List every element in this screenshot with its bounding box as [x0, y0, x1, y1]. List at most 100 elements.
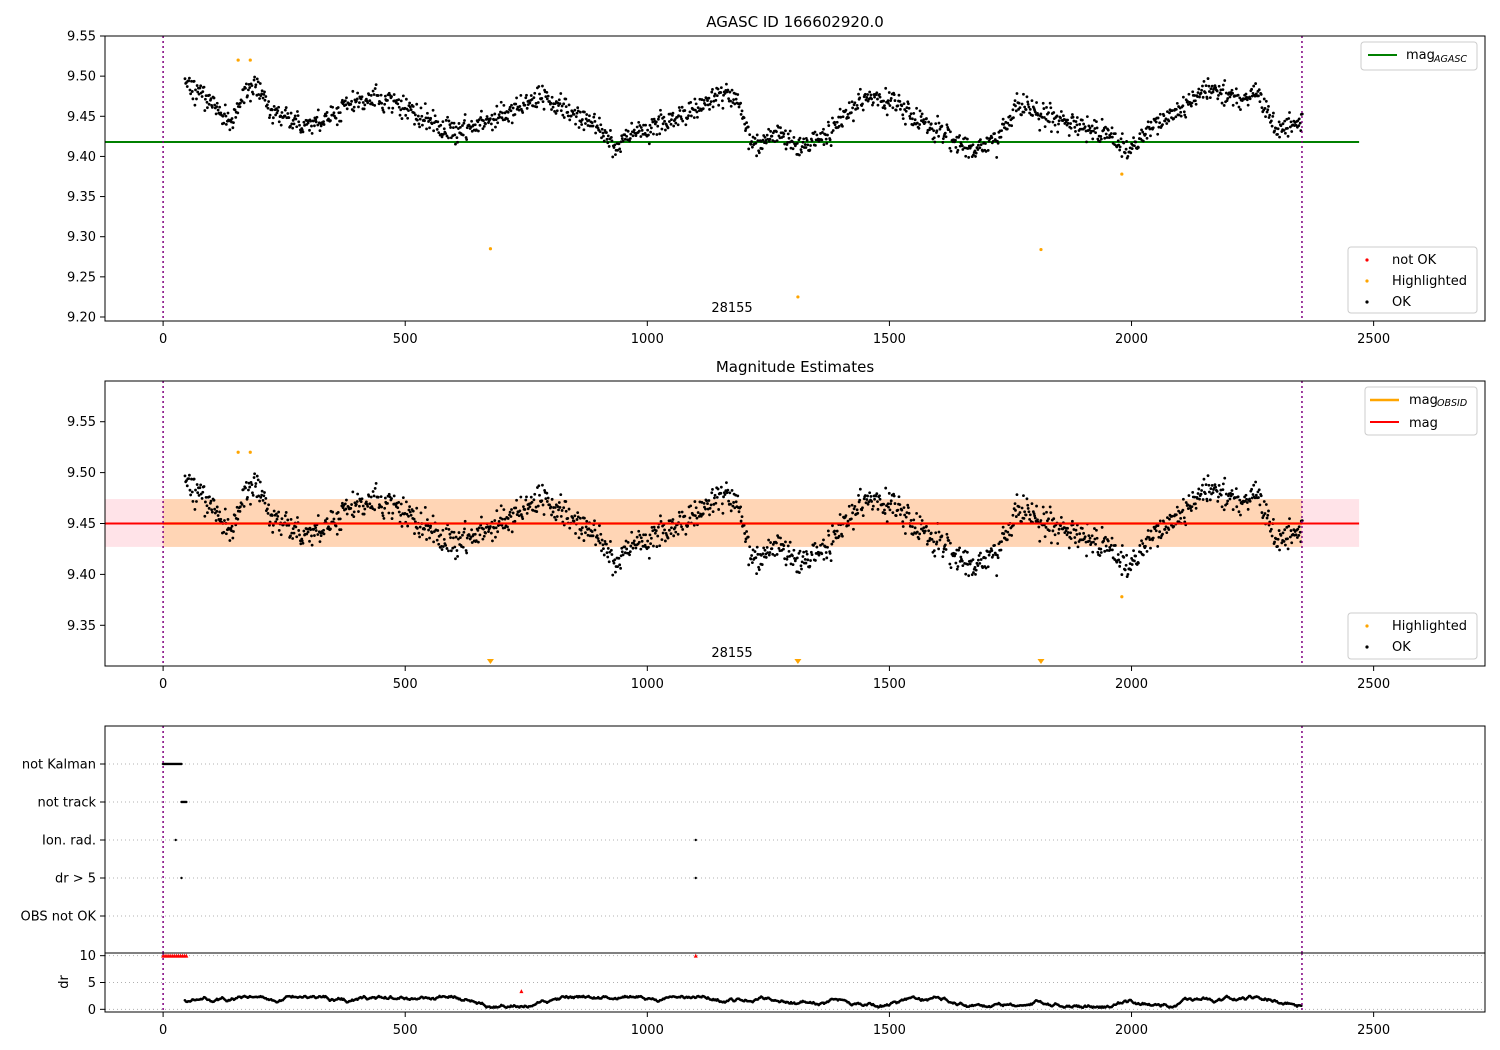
ok-point — [918, 109, 922, 113]
ok-point — [728, 90, 732, 94]
ok-point — [683, 109, 687, 112]
ok-point — [250, 84, 254, 87]
ok-point — [396, 506, 400, 510]
ok-point — [941, 137, 945, 141]
ok-point — [1262, 500, 1266, 503]
ok-point — [1193, 94, 1197, 97]
ok-point — [382, 517, 386, 520]
ok-point — [1206, 77, 1210, 80]
legend-estimates-points: Highlighted OK — [1347, 612, 1478, 660]
ok-point — [958, 134, 962, 137]
ok-point — [722, 495, 725, 499]
ok-point — [195, 97, 198, 101]
ok-point — [448, 532, 452, 536]
ok-point — [791, 147, 795, 151]
ok-point — [786, 141, 789, 144]
ok-point — [387, 106, 391, 110]
ok-point — [754, 556, 758, 560]
ok-point — [1082, 531, 1086, 535]
ok-point — [500, 523, 504, 527]
ok-point — [677, 510, 681, 514]
ok-point — [838, 513, 842, 516]
ok-point — [729, 104, 733, 108]
ok-point — [429, 116, 433, 120]
ok-point — [878, 497, 882, 501]
ok-point — [1164, 525, 1168, 529]
ok-point — [236, 517, 240, 521]
ok-point — [1006, 530, 1010, 534]
flag-point — [174, 838, 177, 842]
ok-point — [954, 552, 957, 556]
ok-point — [821, 542, 824, 546]
ok-point — [413, 113, 417, 117]
ok-point — [400, 117, 404, 120]
ok-point — [1236, 93, 1240, 97]
ok-point — [695, 110, 699, 114]
ok-point — [802, 137, 806, 141]
x-tick-label: 1000 — [631, 332, 664, 347]
ok-point — [632, 128, 636, 132]
ok-point — [316, 108, 320, 112]
ok-point — [613, 143, 617, 147]
ok-point — [190, 477, 193, 481]
ok-point — [517, 108, 521, 112]
ok-point — [246, 496, 249, 499]
ok-point — [271, 530, 275, 534]
ok-point — [396, 102, 400, 106]
ok-point — [626, 541, 630, 544]
ok-point — [852, 507, 856, 511]
ok-point — [999, 548, 1003, 552]
ok-point — [450, 121, 454, 125]
ok-point — [637, 540, 641, 544]
x-tick-label: 0 — [159, 1023, 167, 1038]
ok-point — [362, 107, 366, 111]
ok-point — [889, 502, 893, 506]
ok-point — [925, 117, 928, 120]
ok-point — [428, 536, 431, 540]
ok-point — [639, 126, 643, 129]
ok-point — [656, 534, 660, 538]
ok-point — [1045, 105, 1048, 109]
ok-point — [894, 514, 898, 518]
ok-point — [1116, 139, 1120, 143]
ok-point — [215, 105, 219, 109]
ok-point — [629, 132, 633, 136]
ok-point — [764, 556, 768, 559]
ok-point — [937, 530, 941, 534]
ok-point — [948, 146, 952, 150]
ok-point — [417, 531, 421, 535]
ok-point — [442, 127, 446, 131]
ok-point — [218, 105, 222, 109]
ok-point — [1017, 505, 1021, 509]
ok-point — [837, 115, 841, 119]
ok-point — [1066, 122, 1070, 125]
ok-point — [925, 525, 928, 528]
ok-point — [1093, 537, 1097, 541]
ok-point — [462, 121, 466, 125]
ok-point — [933, 140, 937, 144]
ok-point — [791, 554, 794, 558]
ok-point — [234, 115, 238, 119]
ok-point — [786, 132, 790, 136]
ok-point — [882, 502, 886, 506]
ok-point — [1056, 130, 1060, 134]
ok-point — [506, 117, 509, 121]
ok-point — [1207, 490, 1211, 494]
ok-point — [283, 514, 287, 518]
ok-point — [557, 104, 560, 107]
ok-point — [743, 532, 747, 535]
ok-point — [646, 539, 650, 543]
ok-point — [908, 524, 912, 528]
ok-point — [573, 514, 577, 518]
ok-point — [461, 533, 464, 537]
ok-point — [763, 135, 767, 139]
ok-point — [399, 513, 403, 517]
ok-point — [868, 491, 872, 495]
ok-point — [599, 532, 603, 536]
ok-point — [713, 493, 717, 497]
ok-point — [1042, 116, 1046, 119]
ok-point — [773, 140, 777, 143]
ok-point — [674, 121, 678, 125]
ok-point — [411, 509, 415, 513]
ok-point — [620, 546, 624, 550]
